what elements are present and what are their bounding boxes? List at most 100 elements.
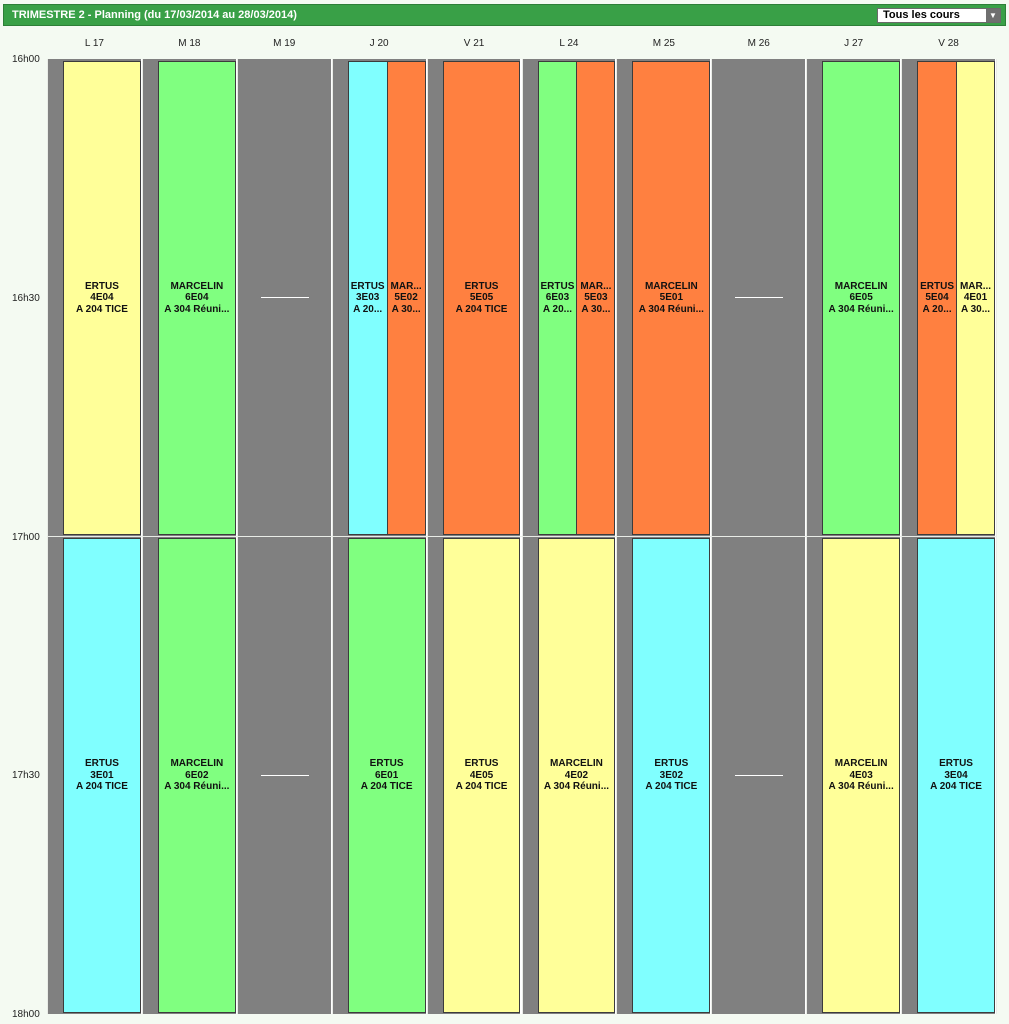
course-block[interactable]: MARCELIN 4E03 A 304 Réuni...	[822, 538, 901, 1013]
course-teacher: ERTUS	[369, 758, 404, 769]
course-room: A 304 Réuni...	[164, 781, 230, 792]
empty-slot-marker	[735, 297, 784, 298]
course-group: 5E03	[584, 292, 608, 303]
day-header[interactable]: M 25	[652, 38, 675, 49]
course-room: A 30...	[581, 303, 611, 315]
course-room: A 204 TICE	[645, 781, 698, 792]
course-room: A 20...	[542, 303, 573, 315]
chevron-down-icon[interactable]: ▼	[986, 9, 1000, 22]
course-group: 3E03	[355, 292, 380, 303]
empty-slot-marker	[260, 297, 309, 298]
course-room: A 304 Réuni...	[543, 781, 610, 792]
planning-title: TRIMESTRE 2 - Planning (du 17/03/2014 au…	[12, 9, 297, 21]
planning-title-bar: TRIMESTRE 2 - Planning (du 17/03/2014 au…	[3, 4, 1006, 26]
course-teacher: ERTUS	[654, 758, 689, 769]
course-group: 3E01	[90, 769, 114, 781]
course-teacher: ERTUS	[464, 758, 499, 769]
course-group: 6E01	[374, 769, 399, 781]
course-block[interactable]: MAR... 5E02 A 30...	[386, 60, 426, 535]
course-room: A 304 Réuni...	[828, 781, 894, 792]
course-group: 4E01	[963, 292, 988, 303]
course-room: A 204 TICE	[455, 303, 508, 315]
planning-grid: ERTUS 4E04 A 204 TICE MARCELIN 6E04 A 304 Réu…	[47, 59, 997, 1014]
course-teacher: ERTUS	[84, 280, 119, 292]
course-block[interactable]: MARCELIN 6E04 A 304 Réuni...	[157, 60, 236, 535]
course-group: 4E05	[469, 769, 494, 781]
course-block[interactable]: ERTUS 4E04 A 204 TICE	[63, 60, 141, 535]
course-group: 6E05	[849, 292, 873, 303]
course-teacher: MAR...	[580, 280, 612, 292]
course-group: 5E02	[394, 292, 418, 303]
course-teacher: MARCELIN	[834, 280, 888, 292]
course-room: A 204 TICE	[76, 781, 128, 792]
course-teacher: MARCELIN	[170, 758, 224, 769]
course-group: 3E04	[944, 769, 968, 781]
course-block[interactable]: ERTUS 5E04 A 20...	[917, 60, 958, 535]
day-header[interactable]: J 20	[369, 38, 389, 49]
time-label: 16h00	[12, 54, 40, 65]
course-block[interactable]: ERTUS 3E02 A 204 TICE	[632, 538, 711, 1013]
course-block[interactable]: MARCELIN 5E01 A 304 Réuni...	[632, 60, 711, 535]
course-teacher: ERTUS	[920, 280, 955, 292]
empty-slot-marker	[735, 774, 784, 776]
day-header[interactable]: V 21	[463, 38, 485, 49]
course-block[interactable]: MAR... 4E01 A 30...	[956, 60, 995, 535]
course-block[interactable]: ERTUS 5E05 A 204 TICE	[442, 60, 521, 535]
column-separator	[996, 59, 997, 1014]
course-group: 5E05	[469, 292, 494, 303]
course-group: 5E04	[925, 292, 949, 303]
course-block[interactable]: MARCELIN 6E05 A 304 Réuni...	[822, 60, 901, 535]
course-block[interactable]: MAR... 5E03 A 30...	[576, 60, 616, 535]
course-teacher: ERTUS	[540, 280, 575, 292]
course-teacher: MARCELIN	[644, 280, 698, 292]
course-filter-select[interactable]: Tous les cours ▼	[877, 8, 1001, 23]
course-block[interactable]: ERTUS 6E01 A 204 TICE	[347, 538, 426, 1013]
course-filter-value: Tous les cours	[883, 9, 960, 21]
course-group: 6E03	[545, 292, 570, 303]
time-label: 17h30	[12, 770, 40, 782]
empty-slot-marker	[260, 774, 309, 776]
day-header[interactable]: M 19	[273, 38, 296, 49]
course-teacher: ERTUS	[350, 280, 385, 292]
course-block[interactable]: ERTUS 4E05 A 204 TICE	[442, 538, 521, 1013]
course-block[interactable]: ERTUS 6E03 A 20...	[537, 60, 578, 535]
course-room: A 204 TICE	[360, 781, 413, 792]
time-label: 17h00	[12, 531, 40, 543]
course-teacher: MARCELIN	[550, 758, 603, 769]
course-group: 6E04	[185, 292, 209, 303]
day-header[interactable]: L 24	[559, 38, 579, 49]
course-teacher: ERTUS	[84, 758, 119, 769]
day-header[interactable]: M 18	[178, 38, 201, 49]
day-header[interactable]: V 28	[938, 38, 959, 49]
course-block[interactable]: ERTUS 3E01 A 204 TICE	[63, 538, 141, 1013]
course-teacher: MAR...	[390, 280, 422, 292]
day-header[interactable]: J 27	[844, 38, 864, 49]
day-header[interactable]: L 17	[84, 38, 104, 49]
course-teacher: MARCELIN	[834, 758, 888, 769]
course-group: 4E02	[564, 769, 589, 781]
course-block[interactable]: MARCELIN 6E02 A 304 Réuni...	[157, 538, 236, 1013]
course-group: 6E02	[185, 769, 209, 781]
course-group: 4E03	[849, 769, 873, 781]
course-room: A 20...	[922, 303, 952, 315]
course-room: A 204 TICE	[76, 303, 128, 315]
time-label: 18h00	[12, 1009, 40, 1020]
day-header[interactable]: M 26	[747, 38, 770, 49]
course-room: A 20...	[353, 303, 383, 315]
course-block[interactable]: MARCELIN 4E02 A 304 Réuni...	[537, 538, 616, 1013]
course-room: A 30...	[391, 303, 421, 315]
course-block[interactable]: ERTUS 3E03 A 20...	[347, 60, 388, 535]
course-room: A 304 Réuni...	[828, 303, 894, 315]
course-teacher: ERTUS	[939, 758, 973, 769]
course-room: A 30...	[960, 303, 991, 315]
hour-separator	[47, 536, 996, 537]
time-label: 16h30	[12, 292, 40, 304]
course-room: A 304 Réuni...	[164, 303, 230, 315]
course-teacher: MARCELIN	[170, 280, 224, 292]
course-room: A 204 TICE	[930, 781, 982, 792]
course-block[interactable]: ERTUS 3E04 A 204 TICE	[917, 538, 995, 1013]
course-teacher: ERTUS	[464, 280, 499, 292]
course-room: A 204 TICE	[455, 781, 508, 792]
course-group: 4E04	[90, 292, 114, 303]
course-room: A 304 Réuni...	[638, 303, 704, 315]
